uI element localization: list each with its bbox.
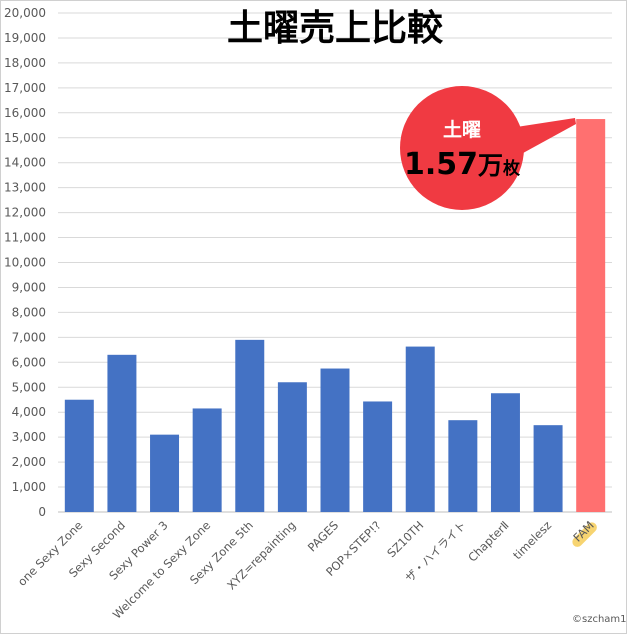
y-tick-label: 0 <box>38 505 46 519</box>
bar <box>363 401 393 512</box>
bar <box>150 434 180 512</box>
y-tick-label: 5,000 <box>12 380 46 394</box>
bar <box>490 393 520 512</box>
y-tick-label: 4,000 <box>12 405 46 419</box>
y-tick-label: 10,000 <box>4 256 46 270</box>
y-tick-label: 11,000 <box>4 231 46 245</box>
bar <box>320 368 350 512</box>
annotation-unit: 万 <box>478 151 503 180</box>
bar <box>107 354 137 512</box>
y-tick-label: 12,000 <box>4 206 46 220</box>
bar <box>64 399 94 512</box>
y-tick-label: 16,000 <box>4 106 46 120</box>
y-tick-label: 20,000 <box>4 6 46 20</box>
y-tick-label: 13,000 <box>4 181 46 195</box>
bar <box>235 339 265 512</box>
chart-title: 土曜売上比較 <box>227 8 444 49</box>
y-axis: 0 1,000 2,000 3,000 4,000 5,000 6,000 7,000 8,00… <box>4 6 612 519</box>
bar <box>405 346 435 512</box>
annotation-value-line: 1.57万枚 <box>404 147 521 182</box>
y-tick-label: 15,000 <box>4 131 46 145</box>
y-tick-label: 2,000 <box>12 455 46 469</box>
annotation-suffix: 枚 <box>503 158 521 179</box>
x-tick-label: SZ10TH <box>384 518 426 560</box>
y-tick-label: 9,000 <box>12 280 46 294</box>
annotation-callout: 土曜 1.57万枚 <box>400 86 576 210</box>
x-tick-label: ChapterⅡ <box>465 518 511 564</box>
bar <box>448 420 478 512</box>
y-tick-label: 18,000 <box>4 56 46 70</box>
y-tick-label: 8,000 <box>12 305 46 319</box>
y-tick-label: 1,000 <box>12 480 46 494</box>
bar <box>576 119 606 512</box>
y-tick-label: 17,000 <box>4 81 46 95</box>
y-tick-label: 19,000 <box>4 31 46 45</box>
x-tick-label: PAGES <box>305 518 341 554</box>
bar <box>533 425 563 512</box>
x-tick-label: timelesz <box>510 518 554 562</box>
y-tick-label: 7,000 <box>12 330 46 344</box>
callout-bubble <box>400 86 524 210</box>
bars <box>64 119 606 512</box>
highlight-label-marker <box>572 522 597 547</box>
annotation-value: 1.57 <box>404 147 478 182</box>
y-tick-label: 14,000 <box>4 156 46 170</box>
callout-pointer <box>510 118 576 158</box>
credit-text: ©szcham1 <box>572 614 627 625</box>
annotation-label: 土曜 <box>443 119 481 141</box>
bar <box>192 408 222 512</box>
y-tick-label: 3,000 <box>12 430 46 444</box>
y-tick-label: 6,000 <box>12 355 46 369</box>
bar <box>277 382 307 512</box>
